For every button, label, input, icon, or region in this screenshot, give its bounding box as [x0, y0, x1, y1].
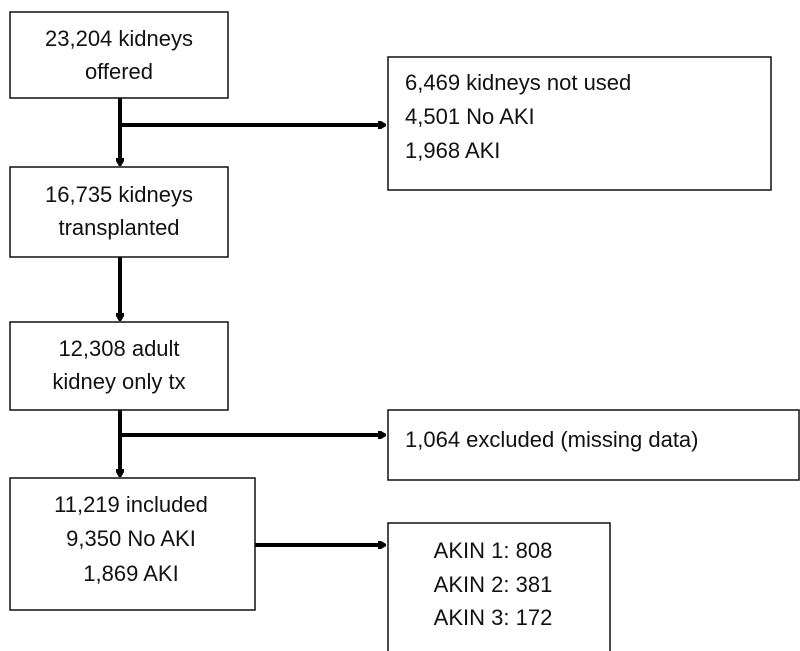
box-text: transplanted — [58, 215, 179, 240]
box — [387, 56, 772, 191]
box-text: 6,469 kidneys not used — [405, 70, 631, 95]
box — [9, 321, 229, 411]
box-text: 1,064 excluded (missing data) — [405, 427, 699, 452]
box — [9, 477, 256, 611]
box-text: 23,204 kidneys — [45, 26, 193, 51]
box-text: 11,219 included — [54, 492, 208, 517]
box-text: offered — [85, 59, 153, 84]
box-text: AKIN 3: 172 — [434, 605, 553, 630]
box — [387, 409, 800, 481]
box — [9, 166, 229, 258]
box-text: 4,501 No AKI — [405, 104, 535, 129]
box — [387, 522, 611, 651]
box-text: 12,308 adult — [58, 336, 179, 361]
box-text: AKIN 1: 808 — [434, 538, 553, 563]
box-text: 1,968 AKI — [405, 138, 500, 163]
box-text: AKIN 2: 381 — [434, 572, 553, 597]
box — [9, 11, 229, 99]
box-text: 9,350 No AKI — [66, 526, 196, 551]
box-text: 16,735 kidneys — [45, 182, 193, 207]
box-text: kidney only tx — [52, 369, 185, 394]
box-text: 1,869 AKI — [83, 561, 178, 586]
